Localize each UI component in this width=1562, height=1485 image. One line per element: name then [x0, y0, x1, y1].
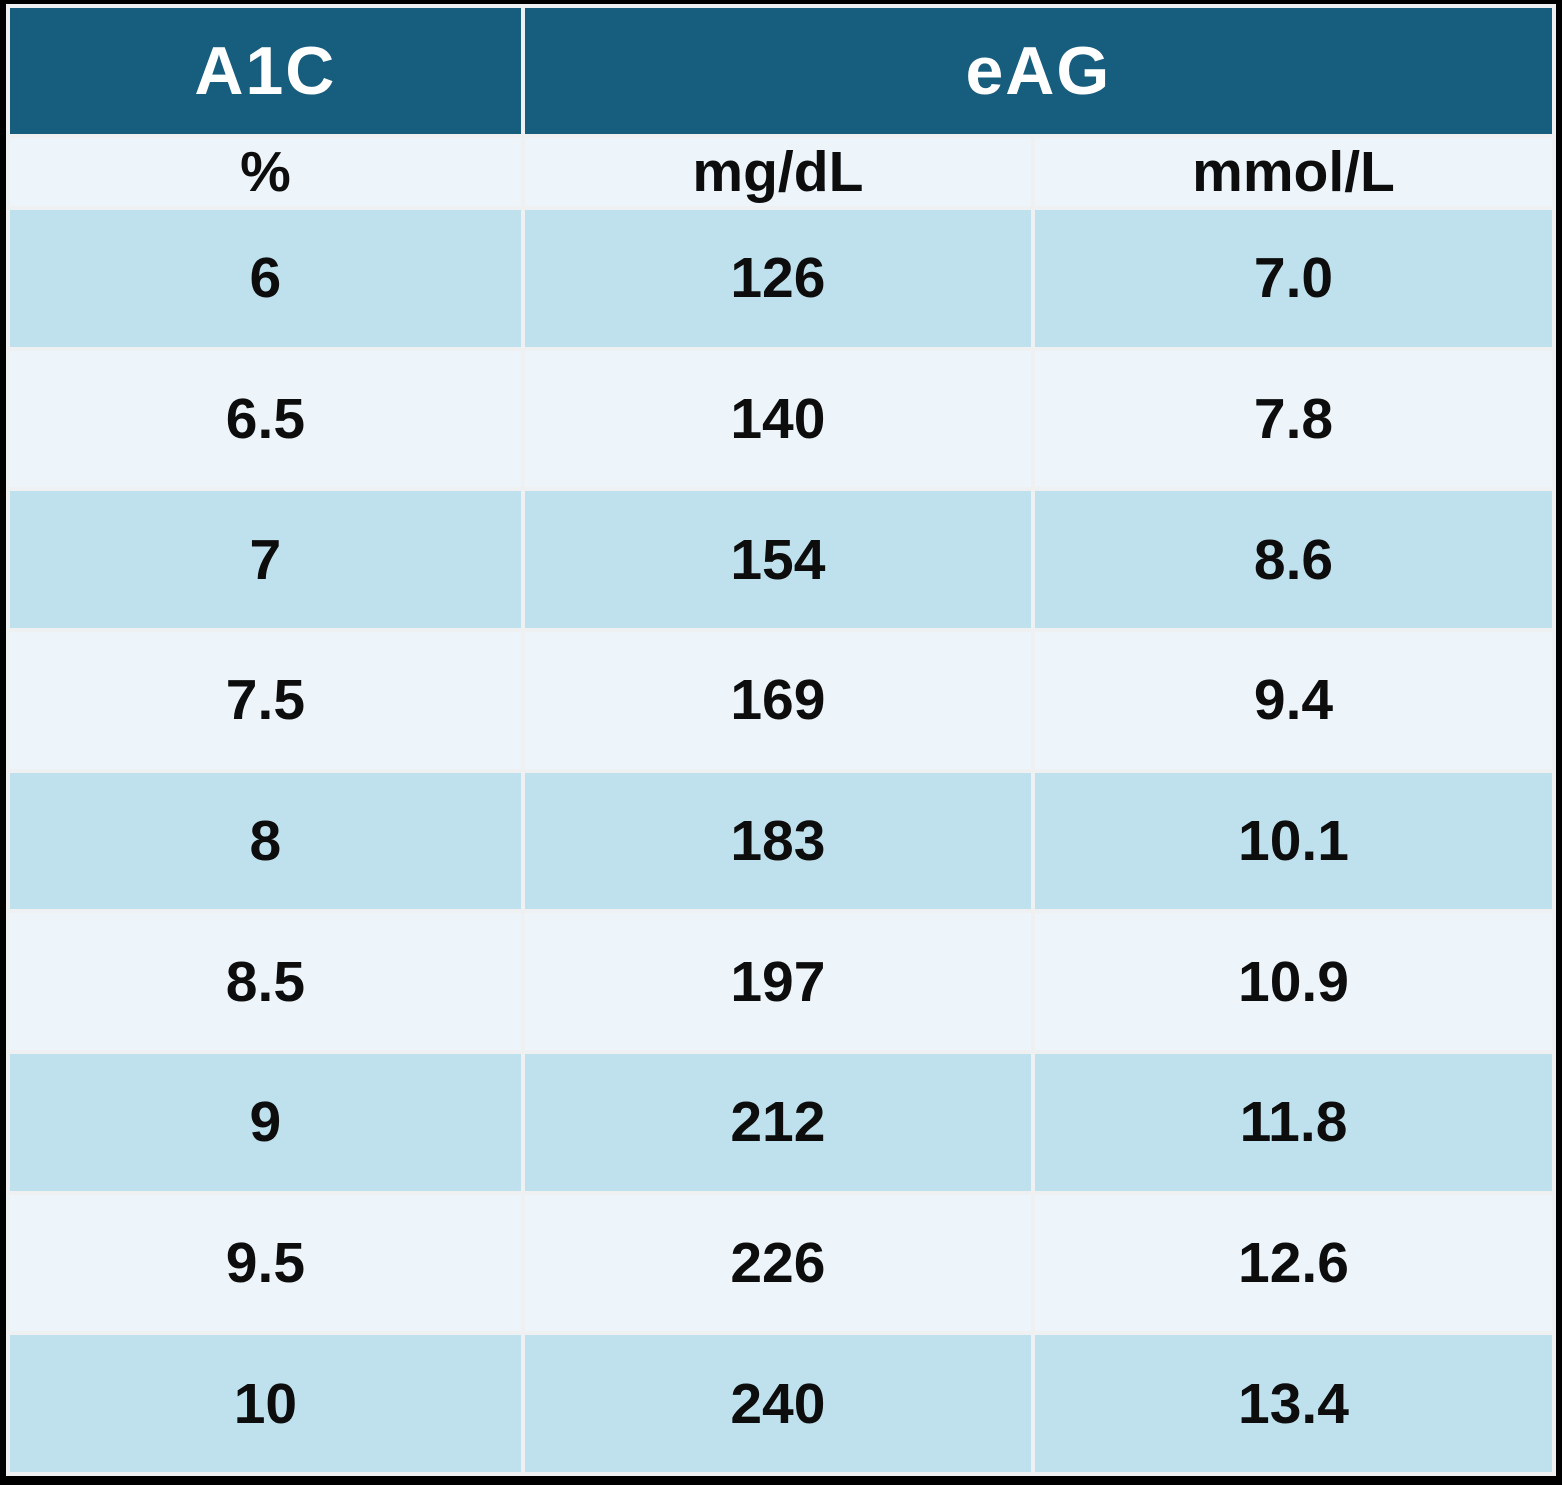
cell-mgdl: 197 — [524, 913, 1032, 1050]
cell-mmoll: 7.0 — [1035, 210, 1552, 347]
cell-a1c: 6.5 — [10, 350, 521, 488]
cell-mgdl: 240 — [524, 1335, 1032, 1472]
cell-a1c: 8 — [10, 772, 521, 910]
table-header-row: A1C eAG — [10, 8, 1552, 134]
cell-mgdl: 140 — [524, 350, 1032, 488]
unit-cell-mgdl: mg/dL — [524, 138, 1032, 206]
table-row: 9 212 11.8 — [10, 1053, 1552, 1191]
table-row: 10 240 13.4 — [10, 1335, 1552, 1472]
cell-a1c: 9 — [10, 1053, 521, 1191]
cell-mgdl: 183 — [524, 772, 1032, 910]
table-row: 7 154 8.6 — [10, 491, 1552, 628]
unit-cell-mmoll: mmol/L — [1035, 138, 1552, 206]
cell-mmoll: 7.8 — [1035, 350, 1552, 488]
cell-mmoll: 8.6 — [1035, 491, 1552, 628]
table-row: 6.5 140 7.8 — [10, 350, 1552, 488]
unit-cell-percent: % — [10, 138, 521, 206]
table-row: 8.5 197 10.9 — [10, 913, 1552, 1050]
table-row: 6 126 7.0 — [10, 210, 1552, 347]
header-cell-a1c: A1C — [10, 8, 521, 134]
cell-a1c: 9.5 — [10, 1194, 521, 1332]
table-row: 8 183 10.1 — [10, 772, 1552, 910]
table-row: 9.5 226 12.6 — [10, 1194, 1552, 1332]
cell-a1c: 7.5 — [10, 631, 521, 769]
cell-mmoll: 10.9 — [1035, 913, 1552, 1050]
cell-mgdl: 226 — [524, 1194, 1032, 1332]
header-cell-eag: eAG — [524, 8, 1552, 134]
cell-a1c: 6 — [10, 210, 521, 347]
cell-mgdl: 169 — [524, 631, 1032, 769]
cell-a1c: 8.5 — [10, 913, 521, 1050]
cell-mmoll: 13.4 — [1035, 1335, 1552, 1472]
cell-mgdl: 126 — [524, 210, 1032, 347]
cell-a1c: 10 — [10, 1335, 521, 1472]
cell-mgdl: 154 — [524, 491, 1032, 628]
cell-mgdl: 212 — [524, 1053, 1032, 1191]
cell-mmoll: 12.6 — [1035, 1194, 1552, 1332]
table-row: 7.5 169 9.4 — [10, 631, 1552, 769]
cell-mmoll: 10.1 — [1035, 772, 1552, 910]
a1c-eag-conversion-table: A1C eAG % mg/dL mmol/L 6 126 7.0 6.5 140… — [6, 4, 1556, 1476]
cell-mmoll: 9.4 — [1035, 631, 1552, 769]
table-subheader-row: % mg/dL mmol/L — [10, 138, 1552, 206]
cell-a1c: 7 — [10, 491, 521, 628]
cell-mmoll: 11.8 — [1035, 1053, 1552, 1191]
